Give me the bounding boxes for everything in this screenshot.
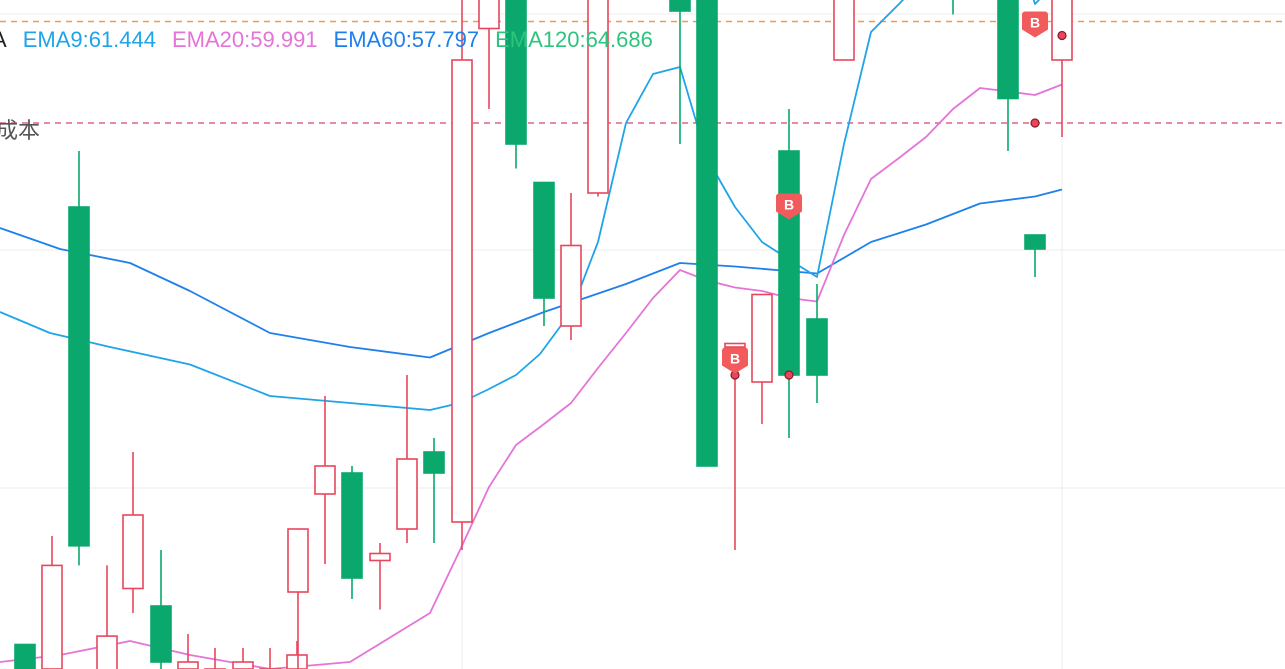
buy-marker[interactable]: B (776, 193, 802, 220)
candle-up (396, 458, 418, 530)
candle-up (560, 244, 582, 327)
candle-up (369, 552, 391, 562)
candle-down (68, 206, 90, 547)
legend-ema120: EMA120:64.686 (495, 27, 653, 52)
candle-up (478, 0, 500, 30)
candle-down (533, 181, 555, 299)
candle-up (314, 465, 336, 495)
candle-up (287, 528, 309, 593)
candle-up (41, 564, 63, 669)
candle-down (806, 318, 828, 376)
candle-up (122, 514, 144, 590)
trade-dot (1030, 118, 1040, 128)
ema20-line (0, 83, 1063, 669)
candle-up (724, 342, 746, 348)
candle-up (96, 635, 118, 669)
candle-up (587, 0, 609, 194)
candle-down (669, 0, 691, 12)
indicator-legend: A EMA9:61.444 EMA20:59.991 EMA60:57.797 … (0, 26, 653, 54)
candle-down (423, 451, 445, 474)
legend-ema60: EMA60:57.797 (333, 27, 480, 52)
ema60-line (0, 188, 1063, 359)
ema9-line (0, 0, 1041, 411)
candle-up (833, 0, 855, 61)
buy-marker[interactable]: B (1022, 11, 1048, 38)
svg-text:B: B (1030, 15, 1040, 31)
candle-up (177, 661, 199, 669)
svg-text:B: B (730, 351, 740, 367)
candle-down (997, 0, 1019, 100)
candle-down (696, 0, 718, 467)
legend-ema9: EMA9:61.444 (22, 27, 156, 52)
candle-up (751, 293, 773, 383)
candle-down (341, 472, 363, 579)
legend-ema20: EMA20:59.991 (172, 27, 318, 52)
candle-up (232, 661, 254, 669)
candle-down (14, 643, 36, 669)
trade-dot (1057, 30, 1067, 41)
candle-down (1024, 234, 1046, 250)
candle-down (778, 150, 800, 376)
candle-down (150, 605, 172, 663)
legend-prefix: A (0, 27, 7, 53)
candle-up (286, 654, 308, 669)
trade-dot (784, 370, 794, 380)
candle-up (451, 59, 473, 523)
candle-up (1051, 0, 1073, 61)
candle-down (505, 0, 527, 145)
svg-text:B: B (784, 197, 794, 213)
buy-marker[interactable]: B (722, 347, 748, 374)
cost-label: 成本 (0, 118, 40, 143)
